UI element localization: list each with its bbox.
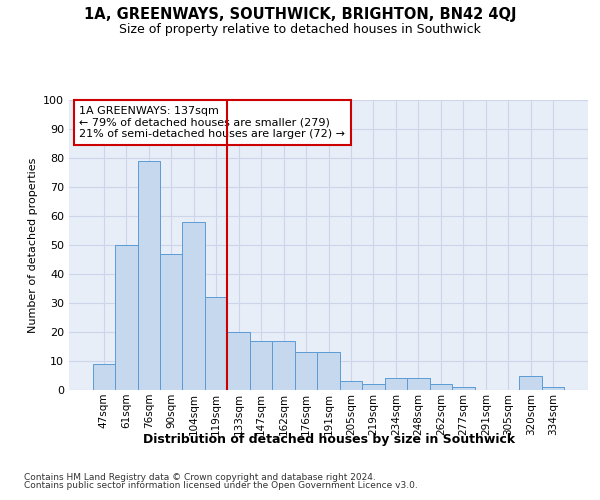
Bar — [137, 161, 160, 390]
Bar — [182, 222, 205, 390]
Text: 1A, GREENWAYS, SOUTHWICK, BRIGHTON, BN42 4QJ: 1A, GREENWAYS, SOUTHWICK, BRIGHTON, BN42… — [84, 8, 516, 22]
Text: Size of property relative to detached houses in Southwick: Size of property relative to detached ho… — [119, 22, 481, 36]
Text: Distribution of detached houses by size in Southwick: Distribution of detached houses by size … — [143, 432, 515, 446]
Bar — [385, 378, 407, 390]
Bar — [452, 387, 475, 390]
Bar — [430, 384, 452, 390]
Bar — [92, 364, 115, 390]
Text: Contains HM Land Registry data © Crown copyright and database right 2024.: Contains HM Land Registry data © Crown c… — [24, 472, 376, 482]
Text: 1A GREENWAYS: 137sqm
← 79% of detached houses are smaller (279)
21% of semi-deta: 1A GREENWAYS: 137sqm ← 79% of detached h… — [79, 106, 346, 139]
Bar — [362, 384, 385, 390]
Text: Contains public sector information licensed under the Open Government Licence v3: Contains public sector information licen… — [24, 481, 418, 490]
Bar — [272, 340, 295, 390]
Bar — [407, 378, 430, 390]
Bar — [115, 245, 137, 390]
Y-axis label: Number of detached properties: Number of detached properties — [28, 158, 38, 332]
Bar — [227, 332, 250, 390]
Bar — [520, 376, 542, 390]
Bar — [542, 387, 565, 390]
Bar — [317, 352, 340, 390]
Bar — [340, 382, 362, 390]
Bar — [205, 297, 227, 390]
Bar — [295, 352, 317, 390]
Bar — [250, 340, 272, 390]
Bar — [160, 254, 182, 390]
